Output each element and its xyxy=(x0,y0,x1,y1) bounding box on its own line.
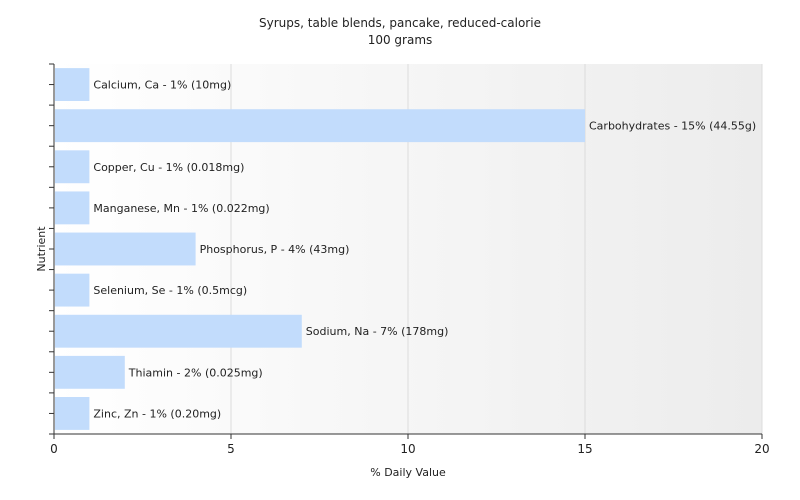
x-tick-label-2: 10 xyxy=(400,442,415,456)
x-tick-label-4: 20 xyxy=(754,442,769,456)
bar-6 xyxy=(55,314,302,348)
x-tick-label-0: 0 xyxy=(50,442,58,456)
bar-0 xyxy=(55,68,90,101)
bar-label-0: Calcium, Ca - 1% (10mg) xyxy=(93,79,231,92)
bar-label-7: Thiamin - 2% (0.025mg) xyxy=(128,366,263,379)
x-tick-label-3: 15 xyxy=(577,442,592,456)
chart-subtitle: 100 grams xyxy=(368,33,433,47)
bar-label-3: Manganese, Mn - 1% (0.022mg) xyxy=(93,202,269,215)
bar-4 xyxy=(55,232,196,266)
bar-label-1: Carbohydrates - 15% (44.55g) xyxy=(589,120,756,133)
bar-7 xyxy=(55,355,125,389)
bar-label-4: Phosphorus, P - 4% (43mg) xyxy=(200,243,350,256)
bar-2 xyxy=(55,150,90,184)
bar-1 xyxy=(55,109,585,143)
x-axis-title: % Daily Value xyxy=(370,466,446,479)
bar-label-6: Sodium, Na - 7% (178mg) xyxy=(306,325,449,338)
bar-3 xyxy=(55,191,90,225)
bar-5 xyxy=(55,273,90,307)
bar-label-8: Zinc, Zn - 1% (0.20mg) xyxy=(93,407,221,420)
y-axis-title: Nutrient xyxy=(35,226,48,272)
axes: 0 5 10 15 20 xyxy=(49,63,770,456)
bar-8 xyxy=(55,397,90,430)
bars: Calcium, Ca - 1% (10mg) Carbohydrates - 1… xyxy=(55,68,756,430)
bar-label-5: Selenium, Se - 1% (0.5mcg) xyxy=(93,284,247,297)
bar-label-2: Copper, Cu - 1% (0.018mg) xyxy=(93,161,244,174)
chart-title: Syrups, table blends, pancake, reduced-c… xyxy=(259,16,541,30)
x-tick-label-1: 5 xyxy=(227,442,235,456)
